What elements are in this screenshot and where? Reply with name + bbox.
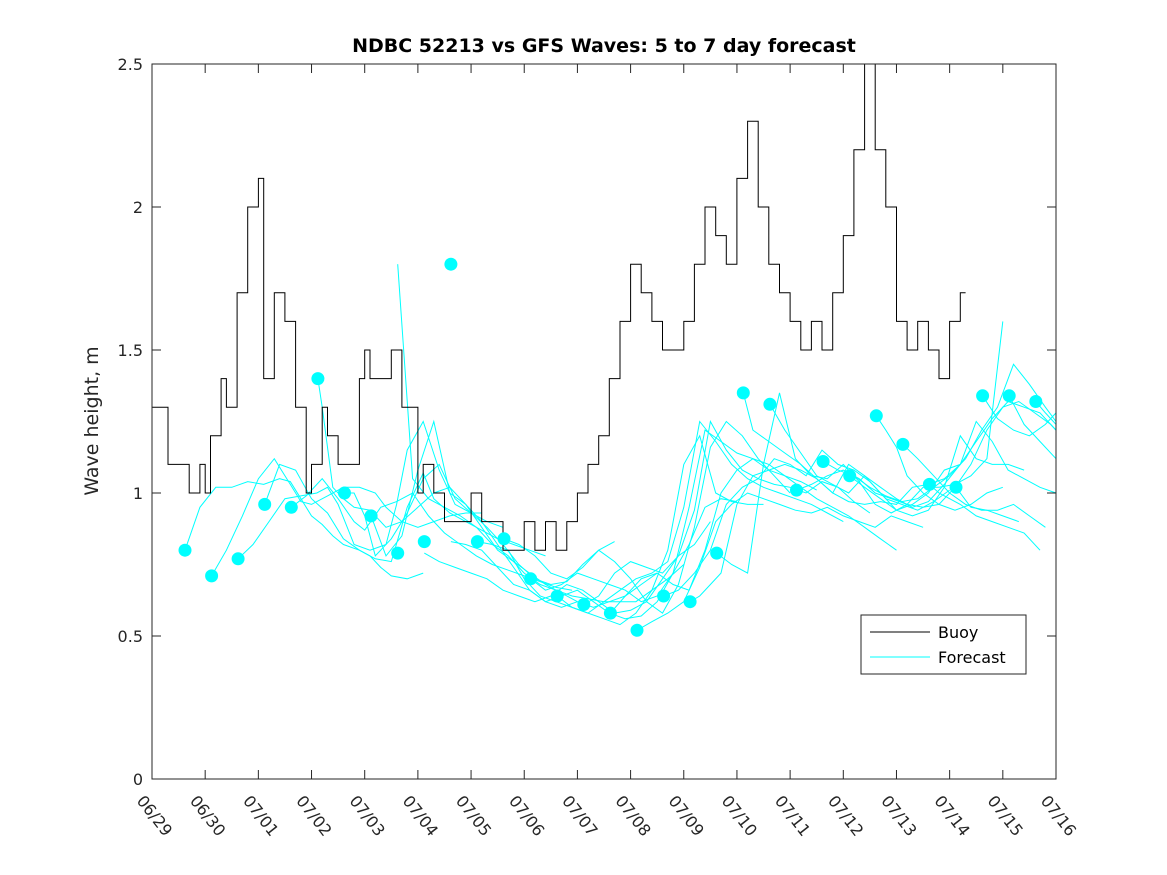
forecast-series-line-28 xyxy=(929,484,1041,551)
forecast-series-line-14 xyxy=(556,420,844,614)
forecast-start-marker-9 xyxy=(417,535,431,549)
forecast-series-line-2 xyxy=(237,420,504,560)
plot-area xyxy=(152,63,1057,637)
forecast-series-line-16 xyxy=(610,458,897,614)
forecast-start-marker-26 xyxy=(869,409,883,423)
forecast-start-marker-7 xyxy=(364,509,378,523)
y-tick-label: 0 xyxy=(133,770,143,789)
forecast-series-line-31 xyxy=(1008,395,1057,460)
forecast-series-line-18 xyxy=(663,449,950,597)
y-axis-label: Wave height, m xyxy=(81,346,103,495)
legend: Buoy Forecast xyxy=(860,614,1027,675)
forecast-start-marker-28 xyxy=(922,477,936,491)
forecast-start-marker-2 xyxy=(231,552,245,566)
forecast-start-marker-29 xyxy=(949,480,963,494)
forecast-series-line-29 xyxy=(955,487,1019,523)
forecast-series-line-12 xyxy=(503,420,791,614)
legend-buoy-label: Buoy xyxy=(938,623,978,642)
forecast-start-marker-11 xyxy=(470,535,484,549)
forecast-start-marker-20 xyxy=(710,546,724,560)
forecast-series-line-25 xyxy=(849,400,1057,511)
forecast-start-marker-5 xyxy=(311,372,325,386)
forecast-start-marker-17 xyxy=(630,623,644,637)
y-tick-label: 1 xyxy=(133,484,143,503)
forecast-start-marker-3 xyxy=(258,497,272,511)
forecast-series-line-30 xyxy=(982,395,1057,437)
axes-frame xyxy=(151,63,1057,780)
forecast-start-marker-23 xyxy=(790,483,803,497)
forecast-start-marker-14 xyxy=(550,589,564,603)
forecast-start-marker-0 xyxy=(178,543,192,557)
forecast-series-line-24 xyxy=(822,363,1057,503)
forecast-series-line-15 xyxy=(583,420,871,605)
y-tick-label: 2.5 xyxy=(118,55,143,74)
legend-forecast-label: Forecast xyxy=(938,648,1006,667)
forecast-series-line-26 xyxy=(875,415,1003,511)
forecast-series-line-9 xyxy=(424,521,711,614)
buoy-series-line xyxy=(152,63,966,551)
forecast-start-marker-19 xyxy=(683,595,697,609)
forecast-series-line-22 xyxy=(769,404,1057,508)
forecast-series-line-0 xyxy=(184,478,424,580)
forecast-start-marker-32 xyxy=(1029,395,1043,408)
y-tick-label: 1.5 xyxy=(118,341,143,360)
forecast-start-marker-1 xyxy=(205,569,219,583)
forecast-start-marker-10 xyxy=(444,257,458,271)
forecast-start-marker-21 xyxy=(736,386,750,400)
forecast-start-marker-15 xyxy=(577,598,591,611)
forecast-start-marker-25 xyxy=(843,469,857,483)
forecast-start-marker-24 xyxy=(816,455,830,468)
y-tick-label: 2 xyxy=(133,198,143,217)
forecast-start-marker-31 xyxy=(1002,389,1016,403)
legend-box xyxy=(860,614,1027,675)
forecast-start-marker-27 xyxy=(896,437,910,451)
forecast-series-line-4 xyxy=(290,477,573,591)
chart-title: NDBC 52213 vs GFS Waves: 5 to 7 day fore… xyxy=(352,35,856,57)
forecast-start-marker-16 xyxy=(603,606,617,620)
forecast-start-marker-22 xyxy=(763,397,777,411)
forecast-start-marker-6 xyxy=(338,486,351,500)
forecast-start-marker-8 xyxy=(391,546,405,560)
forecast-start-marker-4 xyxy=(284,500,298,514)
forecast-start-marker-12 xyxy=(497,532,511,546)
y-tick-label: 0.5 xyxy=(118,627,143,646)
forecast-start-marker-18 xyxy=(657,589,671,603)
forecast-start-marker-30 xyxy=(976,389,990,403)
forecast-start-marker-13 xyxy=(524,572,538,586)
